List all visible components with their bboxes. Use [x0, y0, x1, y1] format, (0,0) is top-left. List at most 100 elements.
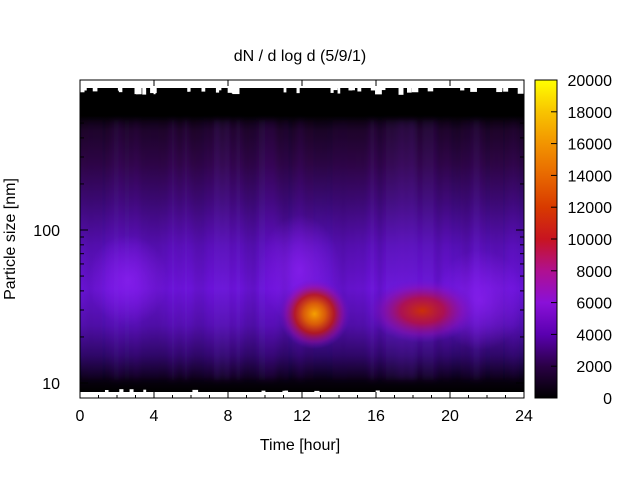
feature-layer: [278, 278, 477, 349]
x-tick-label: 0: [76, 408, 85, 425]
heatmap-plot-area: [80, 80, 524, 398]
colorbar-tick-label: 12000: [568, 200, 613, 217]
gap-top: [470, 88, 475, 92]
colorbar-tick-label: 20000: [568, 73, 613, 90]
streak: [176, 120, 181, 380]
streak: [81, 120, 87, 380]
streak: [361, 120, 366, 380]
streak: [407, 120, 415, 380]
streak: [517, 120, 522, 380]
gap-top: [227, 88, 233, 93]
streak: [206, 120, 211, 380]
x-axis: 0 4 8 12 16 20 24: [76, 80, 533, 425]
gap-top: [118, 88, 123, 93]
evening-band-blob: [368, 278, 477, 343]
streak: [435, 120, 440, 380]
gap-top: [283, 88, 287, 93]
gap-top: [81, 88, 87, 91]
ragged-edges: [80, 88, 524, 394]
x-tick-label: 8: [224, 408, 233, 425]
streak: [258, 120, 266, 380]
x-axis-label: Time [hour]: [260, 437, 340, 454]
gap-top: [370, 88, 376, 91]
gap-bottom: [314, 390, 320, 394]
gap-top: [497, 88, 503, 91]
streak: [444, 120, 449, 380]
colorbar-tick-label: 14000: [568, 168, 613, 185]
gap-top: [232, 88, 240, 95]
gap-top: [330, 88, 334, 93]
streak: [399, 120, 406, 380]
y-axis-label: Particle size [nm]: [2, 178, 19, 300]
colorbar-tick-label: 2000: [576, 359, 612, 376]
streak: [465, 120, 471, 380]
colorbar-tick-label: 18000: [568, 105, 613, 122]
colorbar-tick-label: 4000: [576, 327, 612, 344]
gap-top: [187, 88, 191, 92]
gap-top: [517, 88, 524, 94]
growth-event-blob: [278, 278, 351, 349]
gap-top: [379, 88, 386, 91]
gap-top: [330, 88, 338, 91]
colorbar: 0 2000 4000 6000 8000 10000 12000 14000 16000 180…: [534, 73, 612, 408]
streak: [193, 120, 199, 380]
streak: [162, 120, 169, 380]
gap-top: [411, 88, 419, 93]
streak: [460, 120, 466, 380]
streak: [348, 120, 355, 380]
colorbar-ticks: 0 2000 4000 6000 8000 10000 12000 14000 16000 180…: [551, 73, 612, 408]
streak: [199, 120, 207, 380]
colorbar-tick-label: 16000: [568, 137, 613, 154]
streak: [88, 120, 94, 380]
colorbar-tick-label: 0: [603, 391, 612, 408]
streak: [429, 120, 435, 380]
streak: [183, 120, 189, 380]
gap-top: [503, 88, 509, 92]
gap-top: [337, 88, 341, 94]
streak: [482, 120, 486, 380]
streak: [489, 120, 495, 380]
chart-title: dN / d log d (5/9/1): [234, 48, 367, 65]
gap-top: [398, 88, 404, 95]
x-tick-label: 4: [150, 408, 159, 425]
gap-top: [92, 88, 98, 92]
gap-bottom: [143, 389, 147, 393]
x-tick-label: 20: [441, 408, 459, 425]
streak: [495, 120, 500, 380]
y-tick-label: 100: [33, 223, 60, 240]
x-tick-label: 24: [515, 408, 533, 425]
gap-top: [201, 88, 206, 92]
x-tick-label: 16: [367, 408, 385, 425]
streak: [414, 120, 418, 380]
streak: [473, 120, 480, 380]
streak: [340, 120, 347, 380]
gap-top: [427, 88, 434, 92]
colorbar-tick-label: 10000: [568, 232, 613, 249]
streak: [243, 120, 251, 380]
streak: [377, 120, 383, 380]
gap-top: [406, 88, 412, 93]
gap-top: [460, 88, 465, 91]
x-tick-label: 12: [293, 408, 311, 425]
streak: [170, 120, 176, 380]
gap-bottom: [119, 389, 124, 393]
gap-top: [296, 88, 300, 94]
streak: [392, 120, 400, 380]
gap-bottom: [261, 390, 266, 394]
colorbar-tick-label: 6000: [576, 296, 612, 313]
streak: [422, 120, 427, 380]
streak: [251, 120, 257, 380]
streak: [236, 120, 241, 380]
streak: [214, 120, 221, 380]
streak: [385, 120, 391, 380]
gap-top: [142, 88, 147, 95]
glow-morning: [88, 235, 168, 325]
gap-top: [350, 88, 355, 91]
gap-bottom: [375, 390, 380, 394]
gap-bottom: [129, 389, 134, 393]
gap-bottom: [104, 389, 109, 393]
y-axis: 10 100: [33, 100, 524, 393]
gap-top: [135, 88, 142, 95]
gap-top: [357, 88, 362, 92]
